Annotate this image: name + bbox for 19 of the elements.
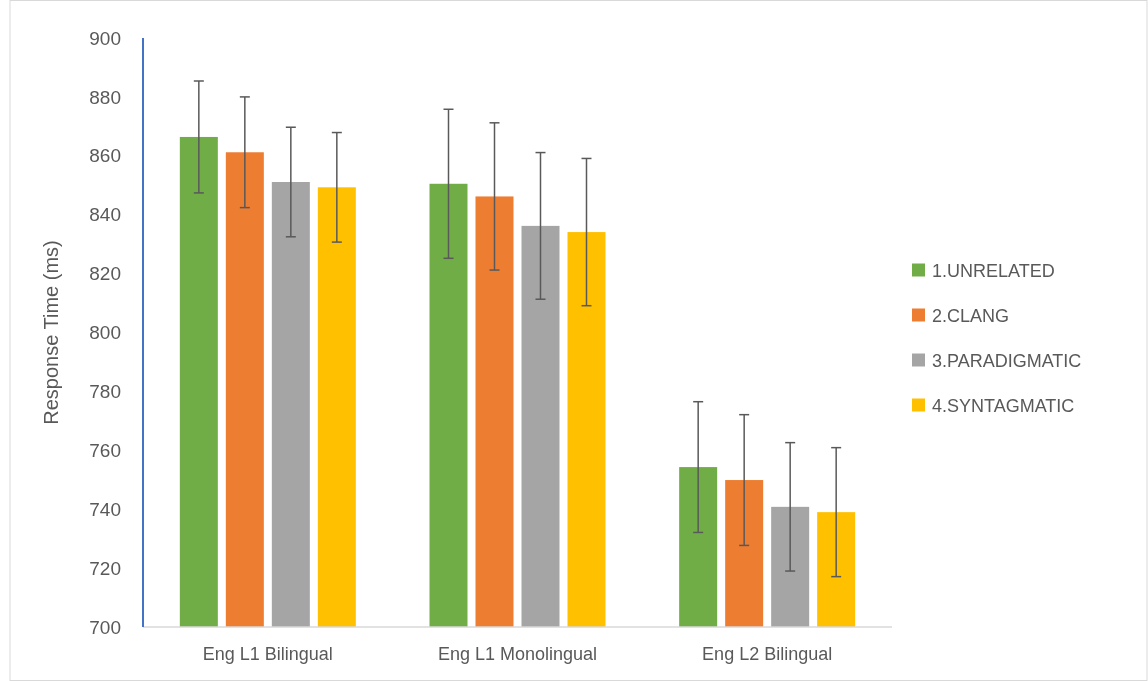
- y-tick-label: 800: [89, 322, 121, 344]
- x-tick-label: Eng L2 Bilingual: [702, 644, 833, 664]
- y-tick-label: 840: [89, 204, 121, 226]
- legend-label: 2.CLANG: [932, 305, 1010, 326]
- y-tick-label: 780: [89, 381, 121, 403]
- legend-label: 3.PARADIGMATIC: [932, 350, 1082, 371]
- y-axis-title: Response Time (ms): [40, 240, 62, 425]
- legend-label: 1.UNRELATED: [932, 260, 1055, 281]
- y-tick-label: 760: [89, 439, 121, 461]
- y-tick-label: 880: [89, 86, 121, 108]
- y-tick-label: 720: [89, 557, 121, 579]
- legend-label: 4.SYNTAGMATIC: [932, 395, 1075, 416]
- y-tick-label: 740: [89, 498, 121, 520]
- y-tick-label: 900: [89, 27, 121, 49]
- y-tick-label: 860: [89, 145, 121, 167]
- y-tick-label: 820: [89, 263, 121, 285]
- y-tick-label: 700: [89, 616, 121, 638]
- x-tick-label: Eng L1 Bilingual: [202, 644, 333, 664]
- x-tick-label: Eng L1 Monolingual: [437, 644, 598, 664]
